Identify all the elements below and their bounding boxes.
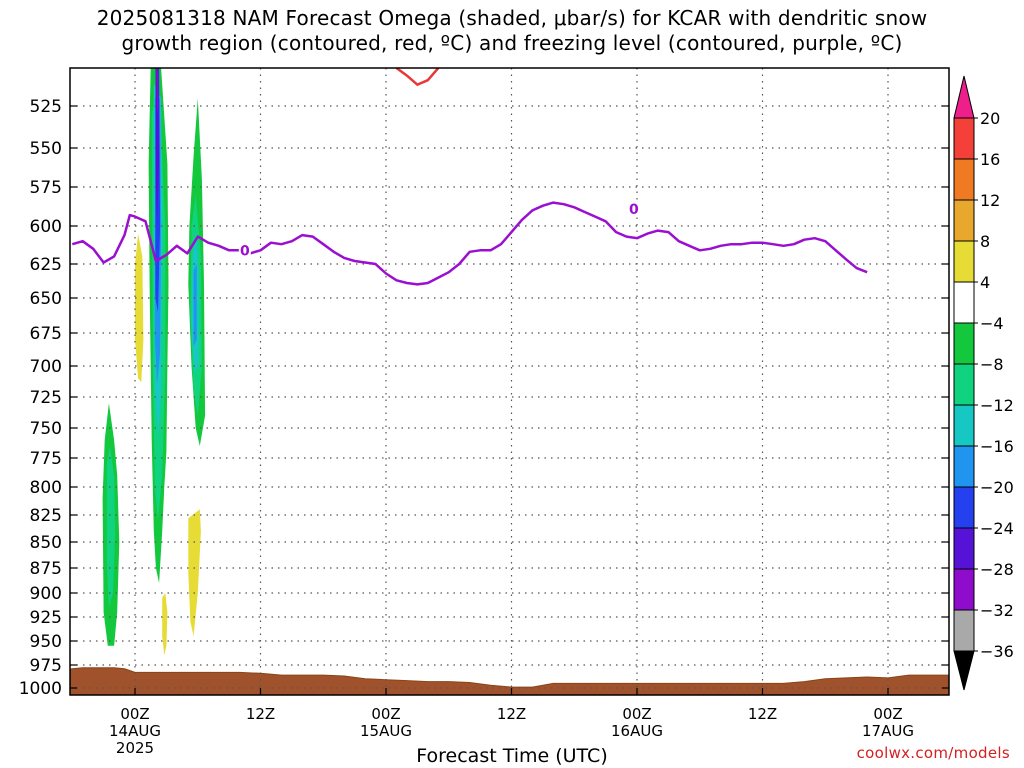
colorbar-segment <box>953 609 975 652</box>
colorbar-label: −24 <box>980 519 1014 538</box>
colorbar-label: −28 <box>980 560 1014 579</box>
omega-region <box>106 446 116 608</box>
x-axis-label: Forecast Time (UTC) <box>416 745 608 767</box>
colorbar-label: −4 <box>980 314 1004 333</box>
y-tick-label: 650 <box>30 289 62 309</box>
y-tick-label: 675 <box>30 324 62 344</box>
y-tick-label: 825 <box>30 506 62 526</box>
colorbar-label: 8 <box>980 232 990 251</box>
contour-label: 0 <box>629 202 639 218</box>
freezing-level-line <box>71 201 868 286</box>
x-tick-date: 16AUG <box>611 722 663 740</box>
chart-title: 2025081318 NAM Forecast Omega (shaded, μ… <box>0 6 1024 56</box>
colorbar-segment <box>953 240 975 283</box>
y-tick-label: 900 <box>30 584 62 604</box>
y-tick-label: 975 <box>30 656 62 676</box>
colorbar-label: −32 <box>980 601 1014 620</box>
omega-region <box>188 509 201 637</box>
colorbar-segment <box>953 363 975 406</box>
terrain-area <box>70 667 949 695</box>
y-tick-label: 700 <box>30 357 62 377</box>
contour-label-bg <box>238 242 251 257</box>
x-tick-date: 15AUG <box>360 722 412 740</box>
y-tick-label: 1000 <box>19 679 62 699</box>
y-tick-label: 550 <box>30 139 62 159</box>
y-tick-label: 950 <box>30 632 62 652</box>
x-tick-label: 12Z <box>748 705 777 723</box>
colorbar-label: 4 <box>980 273 990 292</box>
colorbar-label: −8 <box>980 355 1004 374</box>
plot-area <box>70 68 949 695</box>
y-tick-label: 875 <box>30 559 62 579</box>
y-tick-label: 725 <box>30 388 62 408</box>
y-tick-label: 775 <box>30 449 62 469</box>
omega-region <box>162 593 168 656</box>
contour-label: 0 <box>240 243 250 259</box>
colorbar-segment <box>953 486 975 529</box>
terrain-fill <box>70 667 949 695</box>
colorbar-label: −36 <box>980 642 1014 661</box>
y-axis: 525 550 575 600 625 650 675 700 725 750 775 800 825 8… <box>19 97 949 699</box>
grid-lines <box>70 68 949 695</box>
y-tick-label: 625 <box>30 255 62 275</box>
colorbar-segment <box>953 404 975 447</box>
dendritic-growth-line <box>395 68 440 87</box>
colorbar-label: −16 <box>980 437 1014 456</box>
x-tick-date: 14AUG <box>109 722 161 740</box>
colorbar-label: −20 <box>980 478 1014 497</box>
x-tick-label: 12Z <box>246 705 275 723</box>
colorbar-bottom-arrow <box>953 650 975 691</box>
y-tick-label: 925 <box>30 608 62 628</box>
colorbar-label: 12 <box>980 191 1000 210</box>
x-tick-label: 00Z <box>873 705 902 723</box>
omega-region <box>155 68 160 226</box>
x-tick-date: 17AUG <box>862 722 914 740</box>
y-tick-label: 575 <box>30 178 62 198</box>
colorbar-segment <box>953 281 975 324</box>
y-tick-label: 800 <box>30 478 62 498</box>
x-tick-label: 00Z <box>622 705 651 723</box>
colorbar-segment <box>953 322 975 365</box>
x-tick-label: 00Z <box>120 705 149 723</box>
colorbar-segment <box>953 527 975 570</box>
x-tick-label: 12Z <box>497 705 526 723</box>
y-tick-label: 850 <box>30 533 62 553</box>
omega-shading <box>102 68 206 656</box>
colorbar-segment <box>953 445 975 488</box>
colorbar-label: 20 <box>980 109 1000 128</box>
omega-region <box>135 233 144 383</box>
y-tick-label: 600 <box>30 217 62 237</box>
colorbar-segment <box>953 158 975 201</box>
colorbar-segment <box>953 568 975 611</box>
contour-label-bg <box>627 200 640 215</box>
credit-text: coolwx.com/models <box>856 744 1010 762</box>
y-tick-label: 750 <box>30 419 62 439</box>
x-tick-year: 2025 <box>116 739 154 757</box>
colorbar: 20 16 12 8 4 −4 −8 −12 −16 −20 −24 −28 −32 −36 <box>953 75 1014 691</box>
contour-lines: 00 <box>71 68 868 286</box>
plot-border <box>69 67 950 696</box>
omega-region <box>193 264 197 347</box>
colorbar-label: −12 <box>980 396 1014 415</box>
colorbar-segment <box>953 199 975 242</box>
x-tick-label: 00Z <box>371 705 400 723</box>
colorbar-segment <box>953 117 975 160</box>
title-line-1: 2025081318 NAM Forecast Omega (shaded, μ… <box>96 6 928 30</box>
omega-region <box>156 68 158 115</box>
title-line-2: growth region (contoured, red, ºC) and f… <box>121 31 903 55</box>
colorbar-top-arrow <box>953 75 975 119</box>
y-tick-label: 525 <box>30 97 62 117</box>
colorbar-label: 16 <box>980 150 1000 169</box>
